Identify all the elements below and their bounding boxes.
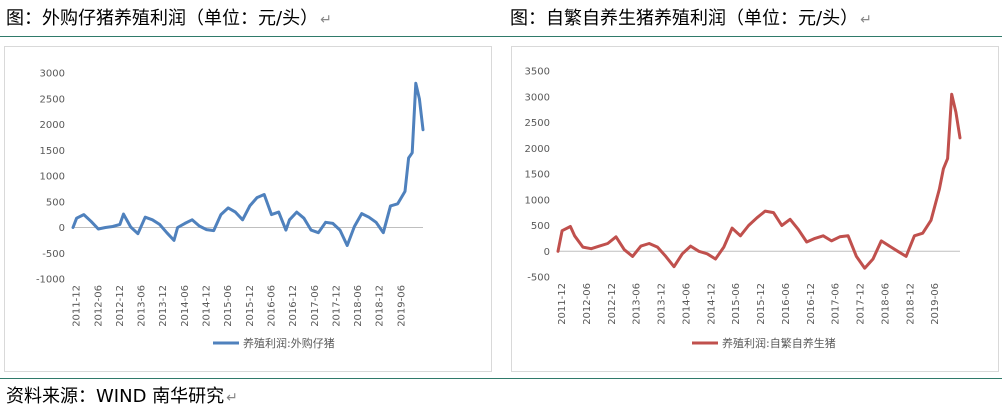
right-chart-title: 图：自繁自养生猪养殖利润（单位：元/头） ↵ xyxy=(510,6,872,33)
x-tick-label: 2012-12 xyxy=(607,283,618,325)
x-tick-label: 2018-06 xyxy=(353,285,364,327)
series-line xyxy=(556,92,962,270)
legend-label: 养殖利润:自繁自养生猪 xyxy=(722,336,836,350)
y-tick-label: -500 xyxy=(42,249,65,260)
right-chart: -500 0 500 1000 1500 2000 2500 3000 3500 2011-12 2… xyxy=(525,67,962,350)
y-tick-label: 2500 xyxy=(40,94,65,105)
y-tick-label: -500 xyxy=(527,273,550,284)
x-tick-label: 2013-12 xyxy=(657,283,668,325)
left-chart-panel: -1000 -500 0 500 1000 1500 2000 2500 3000 2011-12… xyxy=(4,46,492,372)
x-tick-label: 2012-12 xyxy=(115,285,126,327)
return-mark-icon: ↵ xyxy=(860,12,872,28)
y-tick-label: 0 xyxy=(59,223,65,234)
x-tick-label: 2018-06 xyxy=(880,283,891,325)
x-tick-label: 2013-12 xyxy=(158,285,169,327)
y-tick-label: 1000 xyxy=(40,172,65,183)
bottom-divider xyxy=(0,378,1002,379)
x-tick-label: 2016-06 xyxy=(781,283,792,325)
x-tick-label: 2017-06 xyxy=(831,283,842,325)
x-tick-label: 2015-06 xyxy=(223,285,234,327)
x-tick-label: 2017-06 xyxy=(310,285,321,327)
x-tick-label: 2019-06 xyxy=(930,283,941,325)
y-tick-label: 2000 xyxy=(40,120,65,131)
left-chart-title-text: 图：外购仔猪养殖利润（单位：元/头） xyxy=(6,8,319,29)
source-text: 资料来源：WIND 南华研究 xyxy=(6,386,225,407)
x-tick-label: 2019-06 xyxy=(396,285,407,327)
x-tick-label: 2015-12 xyxy=(756,283,767,325)
y-tick-label: 1000 xyxy=(525,195,550,206)
x-tick-label: 2015-06 xyxy=(731,283,742,325)
left-chart: -1000 -500 0 500 1000 1500 2000 2500 3000 2011-12… xyxy=(36,69,425,350)
x-tick-label: 2018-12 xyxy=(375,285,386,327)
source-note: 资料来源：WIND 南华研究 ↵ xyxy=(6,384,238,411)
left-chart-title: 图：外购仔猪养殖利润（单位：元/头） ↵ xyxy=(6,6,332,33)
x-tick-label: 2016-12 xyxy=(806,283,817,325)
x-tick-label: 2017-12 xyxy=(856,283,867,325)
series-line xyxy=(71,81,425,247)
x-tick-label: 2017-12 xyxy=(331,285,342,327)
right-chart-title-text: 图：自繁自养生猪养殖利润（单位：元/头） xyxy=(510,8,859,29)
x-tick-label: 2011-12 xyxy=(557,283,568,325)
y-tick-label: 0 xyxy=(544,247,550,258)
return-mark-icon: ↵ xyxy=(320,12,332,28)
y-tick-label: 3000 xyxy=(40,69,65,80)
x-tick-label: 2018-12 xyxy=(905,283,916,325)
y-tick-label: -1000 xyxy=(36,275,65,286)
right-chart-panel: -500 0 500 1000 1500 2000 2500 3000 3500 2011-12 2… xyxy=(511,46,999,372)
y-tick-label: 1500 xyxy=(40,146,65,157)
x-tick-label: 2014-12 xyxy=(202,285,213,327)
x-tick-label: 2014-12 xyxy=(706,283,717,325)
y-tick-label: 500 xyxy=(46,197,65,208)
x-tick-label: 2012-06 xyxy=(93,285,104,327)
y-tick-label: 500 xyxy=(531,221,550,232)
return-mark-icon: ↵ xyxy=(226,390,238,406)
x-tick-label: 2014-06 xyxy=(180,285,191,327)
y-tick-label: 2500 xyxy=(525,118,550,129)
x-tick-label: 2016-06 xyxy=(266,285,277,327)
x-tick-label: 2011-12 xyxy=(72,285,83,327)
y-tick-label: 3000 xyxy=(525,92,550,103)
top-divider xyxy=(0,36,1002,37)
legend-label: 养殖利润:外购仔猪 xyxy=(243,336,335,350)
x-tick-label: 2014-06 xyxy=(681,283,692,325)
x-tick-label: 2015-12 xyxy=(245,285,256,327)
x-tick-label: 2016-12 xyxy=(288,285,299,327)
y-tick-label: 1500 xyxy=(525,170,550,181)
y-tick-label: 2000 xyxy=(525,144,550,155)
x-tick-label: 2013-06 xyxy=(137,285,148,327)
y-tick-label: 3500 xyxy=(525,67,550,78)
x-tick-label: 2013-06 xyxy=(632,283,643,325)
x-tick-label: 2012-06 xyxy=(582,283,593,325)
